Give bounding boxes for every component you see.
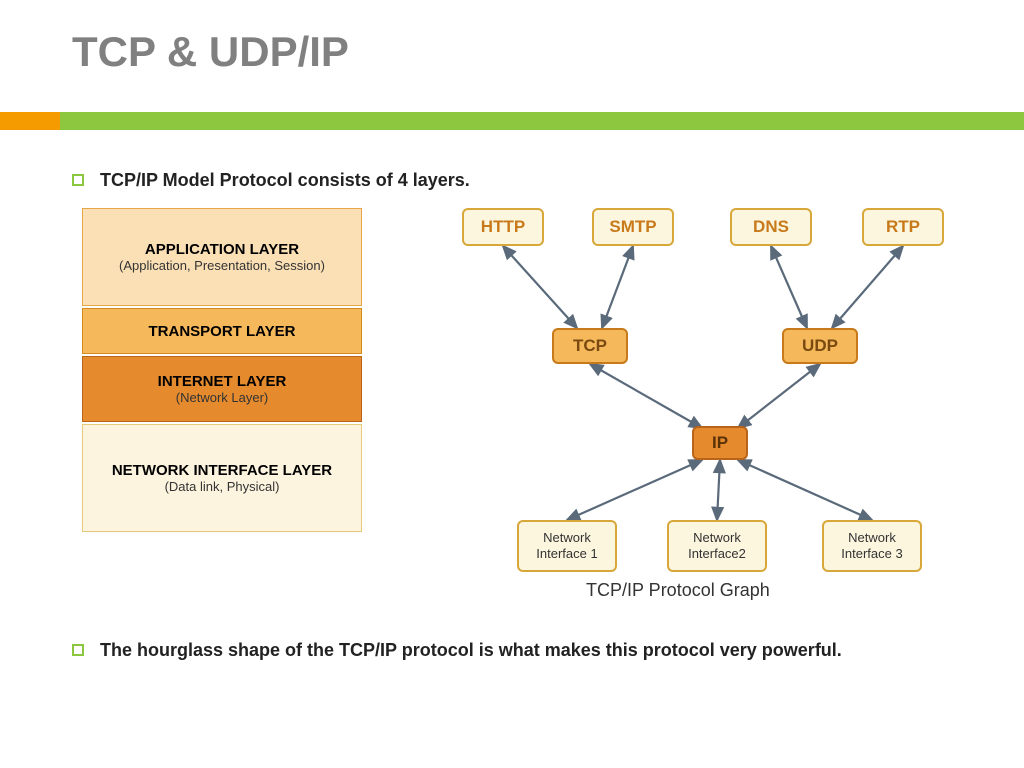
accent-right bbox=[60, 112, 1024, 130]
graph-node-smtp: SMTP bbox=[592, 208, 674, 246]
layer-stack: APPLICATION LAYER(Application, Presentat… bbox=[82, 208, 362, 534]
graph-node-net0: NetworkInterface 1 bbox=[517, 520, 617, 572]
bullet-top: TCP/IP Model Protocol consists of 4 laye… bbox=[72, 170, 972, 191]
accent-bar bbox=[0, 112, 1024, 130]
graph-node-rtp: RTP bbox=[862, 208, 944, 246]
bullet-top-text: TCP/IP Model Protocol consists of 4 laye… bbox=[100, 170, 470, 191]
bullet-bottom-text: The hourglass shape of the TCP/IP protoc… bbox=[100, 640, 842, 661]
content-area: TCP/IP Model Protocol consists of 4 laye… bbox=[72, 160, 972, 207]
layer-sub: (Application, Presentation, Session) bbox=[119, 258, 325, 273]
layer-sub: (Data link, Physical) bbox=[165, 479, 280, 494]
slide-title: TCP & UDP/IP bbox=[0, 0, 1024, 84]
layer-box-3: NETWORK INTERFACE LAYER(Data link, Physi… bbox=[82, 424, 362, 532]
layer-box-1: TRANSPORT LAYER bbox=[82, 308, 362, 354]
layer-title: INTERNET LAYER bbox=[158, 373, 287, 390]
graph-node-ip: IP bbox=[692, 426, 748, 460]
bullet-icon bbox=[72, 644, 84, 656]
graph-caption: TCP/IP Protocol Graph bbox=[582, 580, 774, 601]
accent-left bbox=[0, 112, 60, 130]
layer-title: APPLICATION LAYER bbox=[145, 241, 299, 258]
bullet-bottom: The hourglass shape of the TCP/IP protoc… bbox=[72, 640, 972, 661]
graph-node-http: HTTP bbox=[462, 208, 544, 246]
bullet-icon bbox=[72, 174, 84, 186]
layer-title: NETWORK INTERFACE LAYER bbox=[112, 462, 332, 479]
graph-node-net2: NetworkInterface 3 bbox=[822, 520, 922, 572]
graph-node-tcp: TCP bbox=[552, 328, 628, 364]
layer-sub: (Network Layer) bbox=[176, 390, 268, 405]
protocol-graph: TCP/IP Protocol Graph HTTP SMTP DNS RTP TCP U… bbox=[392, 208, 962, 618]
graph-node-udp: UDP bbox=[782, 328, 858, 364]
layer-title: TRANSPORT LAYER bbox=[149, 323, 296, 340]
layer-box-0: APPLICATION LAYER(Application, Presentat… bbox=[82, 208, 362, 306]
graph-node-net1: NetworkInterface2 bbox=[667, 520, 767, 572]
graph-node-dns: DNS bbox=[730, 208, 812, 246]
layer-box-2: INTERNET LAYER(Network Layer) bbox=[82, 356, 362, 422]
